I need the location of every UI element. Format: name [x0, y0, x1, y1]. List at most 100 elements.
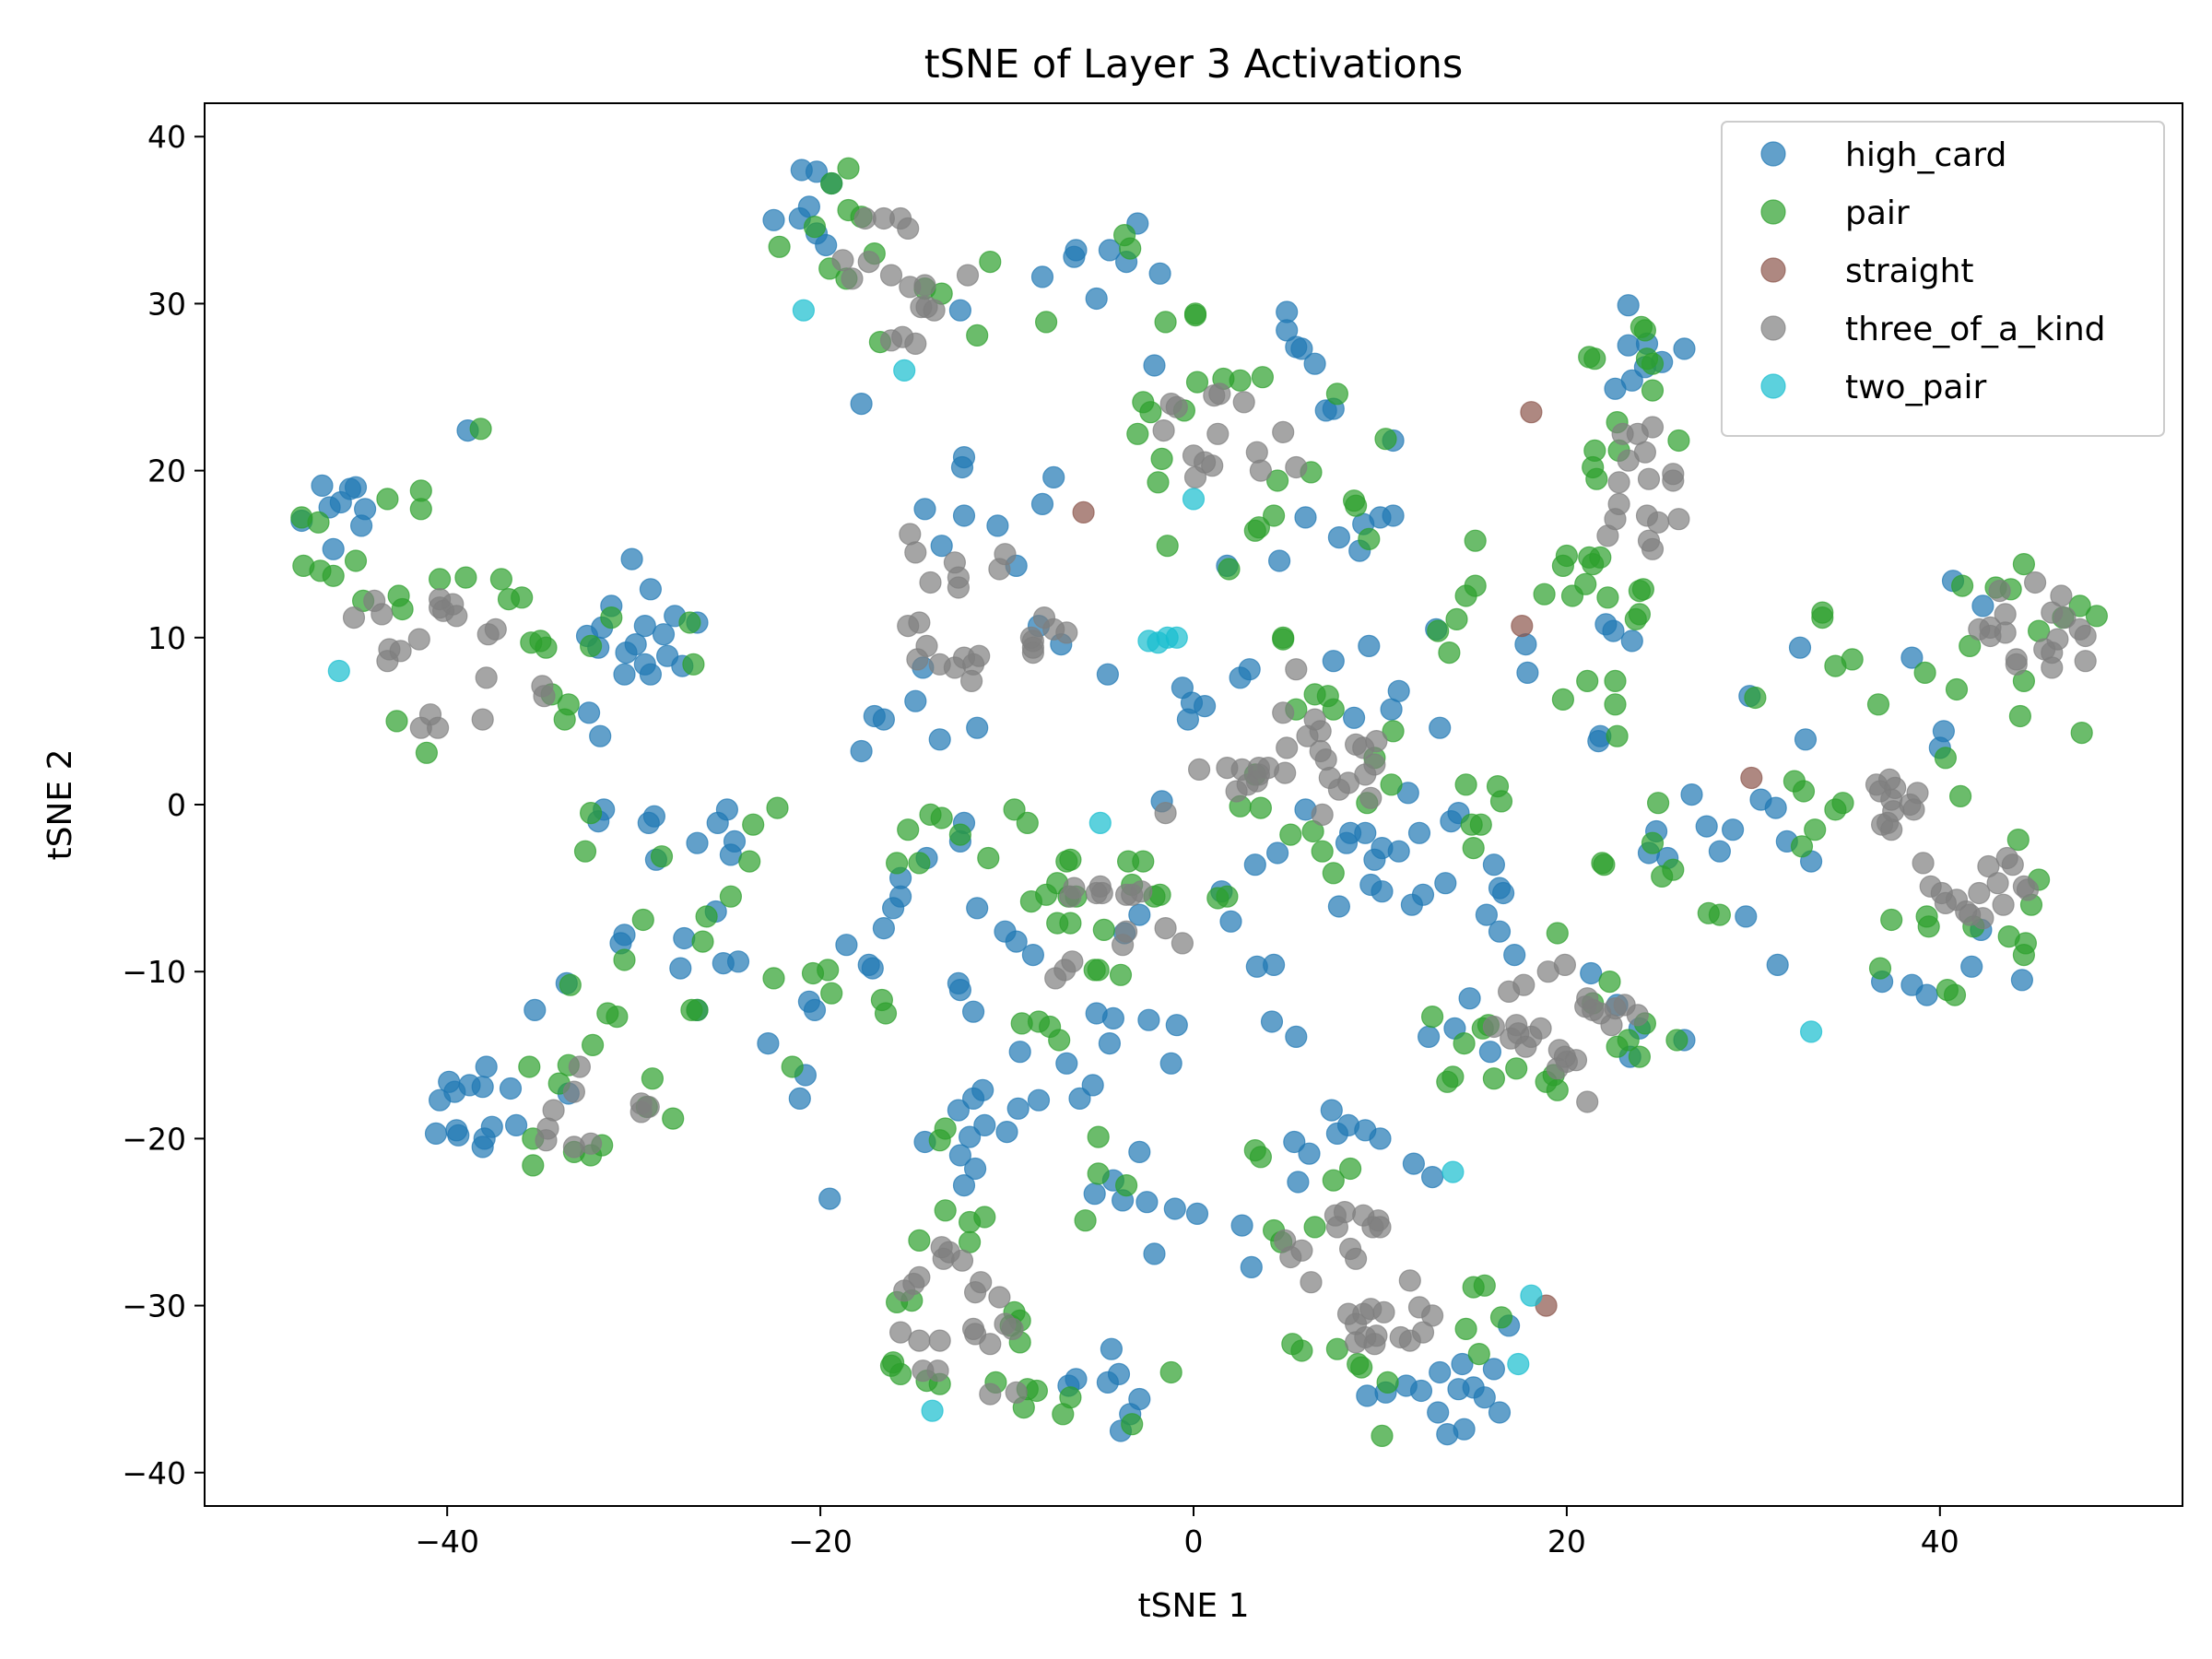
y-axis-label: tSNE 2 [41, 749, 79, 861]
point-pair [1003, 798, 1026, 821]
point-two-pair [1507, 1352, 1530, 1376]
point-pair [1790, 835, 1814, 858]
point-pair [1251, 366, 1275, 389]
point-pair [1154, 311, 1177, 334]
point-three-of-a-kind [1420, 1304, 1444, 1327]
point-high-card [1794, 728, 1818, 751]
point-high-card [950, 455, 974, 479]
point-pair [1460, 813, 1483, 836]
point-pair [1249, 796, 1273, 819]
point-three-of-a-kind [2053, 606, 2077, 629]
point-pair [2068, 594, 2091, 618]
point-pair [1438, 641, 1461, 665]
point-high-card [447, 1124, 470, 1147]
point-pair [1628, 603, 1652, 626]
point-high-card [524, 998, 547, 1022]
point-three-of-a-kind [1285, 658, 1308, 681]
point-pair [650, 845, 674, 868]
point-pair [415, 741, 438, 764]
point-high-card [1042, 465, 1065, 489]
point-three-of-a-kind [1959, 903, 1982, 926]
point-pair [489, 568, 513, 591]
x-tick-label: 20 [1547, 1524, 1586, 1559]
point-pair [1824, 798, 1847, 821]
point-high-card [1514, 632, 1537, 656]
point-pair [781, 1055, 804, 1078]
x-axis-label: tSNE 1 [1138, 1587, 1250, 1625]
point-high-card [952, 504, 976, 527]
point-high-card [1240, 1255, 1263, 1279]
point-pair [695, 905, 718, 928]
point-pair [1303, 1216, 1326, 1239]
points-layer [290, 157, 2108, 1448]
point-pair [1126, 422, 1149, 445]
point-three-of-a-kind [1641, 537, 1665, 560]
point-high-card [1488, 920, 1512, 943]
point-high-card [1429, 1360, 1452, 1384]
point-pair [973, 1206, 996, 1229]
y-tick-label: −40 [122, 1455, 186, 1491]
point-high-card [1417, 1025, 1441, 1049]
point-pair [1578, 346, 1601, 369]
point-high-card [1371, 880, 1394, 903]
point-three-of-a-kind [1667, 508, 1690, 531]
point-high-card [1098, 1031, 1122, 1055]
point-two-pair [1441, 1160, 1465, 1183]
point-pair [1804, 818, 1827, 841]
point-pair [1087, 1125, 1110, 1148]
point-high-card [1159, 1052, 1182, 1075]
point-pair [429, 568, 452, 591]
point-high-card [1283, 1130, 1306, 1154]
point-three-of-a-kind [1344, 1247, 1368, 1270]
point-high-card [1163, 1197, 1186, 1220]
point-pair [885, 852, 909, 875]
point-three-of-a-kind [562, 1135, 586, 1159]
point-three-of-a-kind [1637, 467, 1661, 490]
point-high-card [971, 1078, 994, 1101]
point-high-card [589, 724, 612, 747]
legend-marker [1760, 373, 1786, 399]
point-pair [837, 157, 860, 180]
point-pair [1841, 648, 1864, 671]
point-high-card [1369, 1127, 1392, 1150]
point-three-of-a-kind [908, 1329, 931, 1352]
legend-item-three-of-a-kind: three_of_a_kind [1760, 311, 2106, 348]
point-high-card [913, 498, 936, 521]
point-pair [606, 1005, 629, 1029]
point-pair [691, 930, 714, 953]
point-high-card [1135, 1191, 1159, 1214]
point-three-of-a-kind [1988, 579, 2011, 603]
point-pair [874, 1002, 898, 1025]
point-three-of-a-kind [1398, 1269, 1421, 1292]
point-three-of-a-kind [831, 249, 854, 272]
point-pair [1322, 1169, 1345, 1192]
point-high-card [961, 1000, 985, 1023]
point-pair [908, 1229, 931, 1253]
point-straight [1511, 614, 1534, 638]
point-three-of-a-kind [1274, 761, 1297, 784]
point-high-card [1338, 821, 1362, 844]
legend-item-high-card: high_card [1760, 136, 2006, 174]
point-pair [966, 324, 989, 347]
point-high-card [1243, 853, 1266, 877]
point-three-of-a-kind [1365, 729, 1388, 753]
point-pair [897, 818, 920, 841]
point-three-of-a-kind [1992, 893, 2015, 916]
point-high-card [1008, 1041, 1031, 1064]
point-three-of-a-kind [897, 614, 920, 638]
point-high-card [2010, 969, 2033, 992]
point-high-card [1193, 694, 1217, 718]
point-high-card [872, 708, 896, 731]
point-three-of-a-kind [1201, 454, 1224, 477]
point-three-of-a-kind [1646, 511, 1670, 534]
point-three-of-a-kind [1968, 881, 1991, 905]
point-three-of-a-kind [919, 571, 942, 594]
point-high-card [471, 1135, 494, 1159]
point-pair [1229, 369, 1252, 392]
series-two-pair [327, 299, 1823, 1422]
point-pair [1589, 546, 1612, 569]
point-high-card [1265, 841, 1289, 865]
point-high-card [948, 1144, 972, 1167]
point-pair [1156, 535, 1179, 558]
point-three-of-a-kind [471, 708, 494, 731]
